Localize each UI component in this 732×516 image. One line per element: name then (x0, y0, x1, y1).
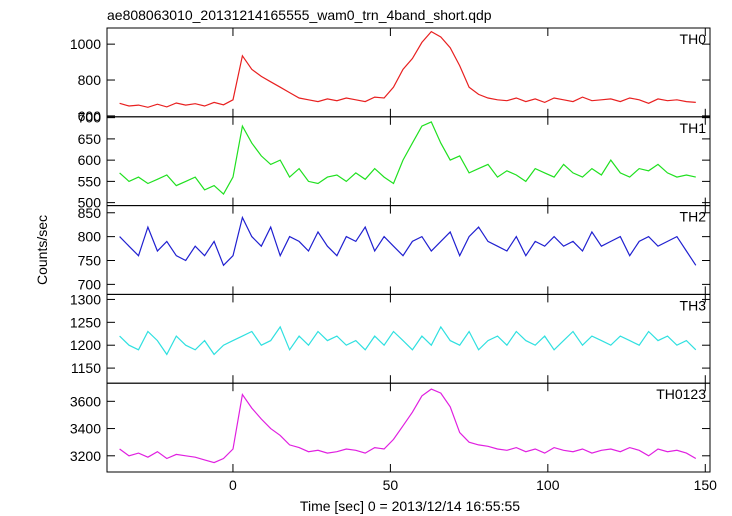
x-axis-label: Time [sec] 0 = 2013/12/14 16:55:55 (300, 498, 520, 514)
y-tick-label: 3600 (70, 393, 101, 409)
light-curve (119, 30, 696, 108)
panel-frame (106, 293, 711, 384)
x-tick-label: 50 (383, 477, 399, 493)
y-tick-label: 700 (78, 276, 102, 292)
panel-frame (106, 205, 711, 295)
light-curve (119, 121, 696, 196)
y-tick-label: 550 (78, 173, 102, 189)
y-axis-label: Counts/sec (34, 215, 50, 285)
x-tick-label: 100 (536, 477, 560, 493)
light-curve (119, 388, 697, 464)
panel-frame (106, 116, 711, 207)
x-tick-label: 150 (694, 477, 718, 493)
panel-label: TH0123 (656, 386, 706, 402)
panel-label: TH3 (680, 297, 707, 313)
y-tick-label: 1200 (70, 337, 101, 353)
light-curve (119, 325, 697, 356)
x-tick-label: 0 (229, 477, 237, 493)
y-tick-label: 1000 (70, 36, 101, 52)
y-tick-label: 500 (78, 195, 102, 211)
light-curve (119, 215, 697, 267)
chart-title: ae808063010_20131214165555_wam0_trn_4ban… (107, 7, 492, 23)
panel-label: TH1 (680, 120, 707, 136)
panel-label: TH0 (680, 31, 707, 47)
y-tick-label: 650 (78, 131, 102, 147)
y-tick-label: 850 (78, 205, 102, 221)
y-tick-label: 800 (78, 72, 102, 88)
y-tick-label: 1150 (71, 360, 101, 376)
y-tick-label: 3200 (70, 448, 101, 464)
y-tick-label: 1300 (70, 291, 101, 307)
y-tick-label: 600 (78, 108, 102, 124)
y-tick-label: 600 (78, 152, 102, 168)
y-tick-label: 700 (78, 110, 102, 126)
panel-label: TH2 (680, 209, 707, 225)
panel-frame (106, 27, 711, 118)
y-tick-label: 800 (78, 229, 102, 245)
y-tick-label: 750 (78, 253, 102, 269)
y-tick-label: 3400 (70, 421, 101, 437)
panel-frame (106, 382, 711, 473)
y-tick-label: 1250 (70, 314, 101, 330)
